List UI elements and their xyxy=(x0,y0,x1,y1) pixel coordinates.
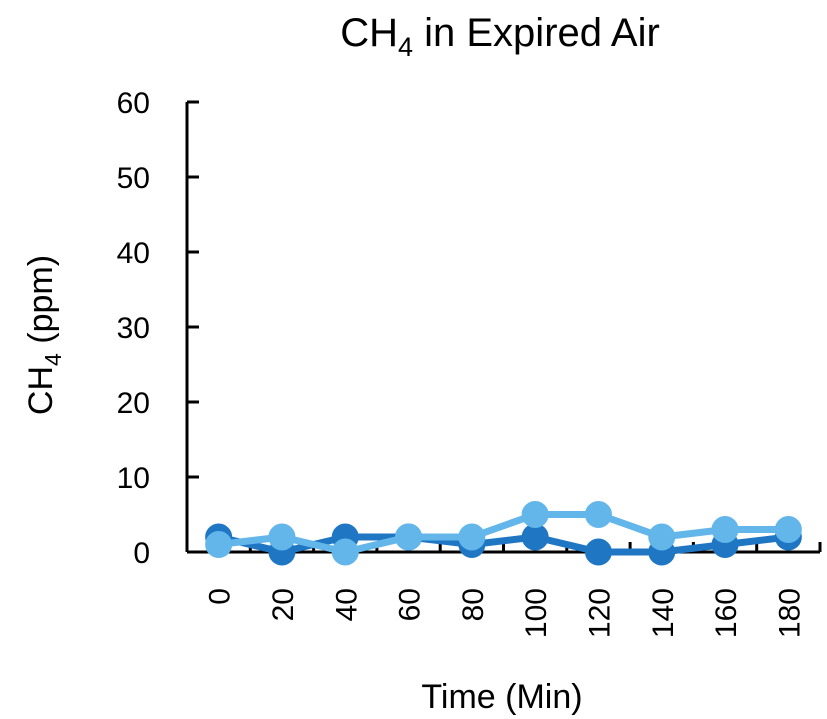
data-point xyxy=(521,501,549,528)
x-tick-label: 160 xyxy=(710,588,743,638)
y-tick-label: 10 xyxy=(117,462,150,495)
x-tick-label: 20 xyxy=(267,588,300,621)
data-point xyxy=(774,516,802,543)
data-point xyxy=(584,538,612,566)
x-axis-ticks: 0 20 40 60 80 100 120 140 160 180 xyxy=(185,542,822,638)
x-tick-label: 40 xyxy=(330,588,363,621)
data-point xyxy=(648,523,676,551)
data-point xyxy=(205,531,233,558)
x-tick-label: 80 xyxy=(457,588,490,621)
data-point xyxy=(458,523,486,551)
data-point xyxy=(331,538,359,566)
y-tick-label: 60 xyxy=(117,87,150,120)
series-line xyxy=(215,511,792,556)
x-tick-label: 180 xyxy=(773,588,806,638)
y-tick-label: 0 xyxy=(133,537,150,570)
data-point xyxy=(584,501,612,528)
series-2 xyxy=(205,501,802,566)
series-layer xyxy=(205,501,802,566)
y-tick-label: 40 xyxy=(117,237,150,270)
x-tick-label: 120 xyxy=(583,588,616,638)
x-tick-label: 140 xyxy=(647,588,680,638)
chart-title: CH4 in Expired Air xyxy=(340,11,660,62)
y-axis-label: CH4 (ppm) xyxy=(22,255,66,415)
y-axis-ticks: 0 10 20 30 40 50 60 xyxy=(117,87,199,570)
x-tick-label: 0 xyxy=(204,588,237,605)
y-tick-label: 30 xyxy=(117,312,150,345)
data-point xyxy=(395,523,423,551)
x-tick-label: 100 xyxy=(520,588,553,638)
x-tick-label: 60 xyxy=(394,588,427,621)
y-tick-label: 20 xyxy=(117,387,150,420)
data-point xyxy=(711,516,739,543)
y-tick-label: 50 xyxy=(117,162,150,195)
x-axis-label: Time (Min) xyxy=(421,678,582,716)
data-point xyxy=(268,523,296,551)
